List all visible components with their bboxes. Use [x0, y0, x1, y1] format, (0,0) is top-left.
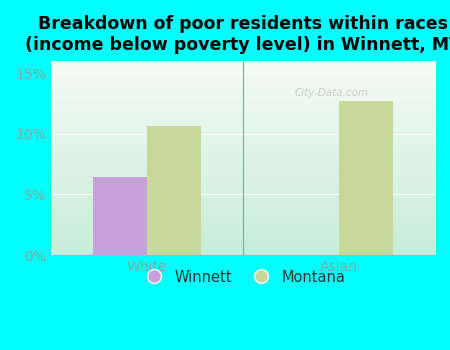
Text: City-Data.com: City-Data.com — [294, 88, 368, 98]
Title: Breakdown of poor residents within races
(income below poverty level) in Winnett: Breakdown of poor residents within races… — [25, 15, 450, 54]
Bar — [93, 177, 147, 255]
Legend: Winnett, Montana: Winnett, Montana — [134, 264, 351, 290]
Bar — [339, 101, 393, 255]
Bar — [147, 126, 201, 255]
